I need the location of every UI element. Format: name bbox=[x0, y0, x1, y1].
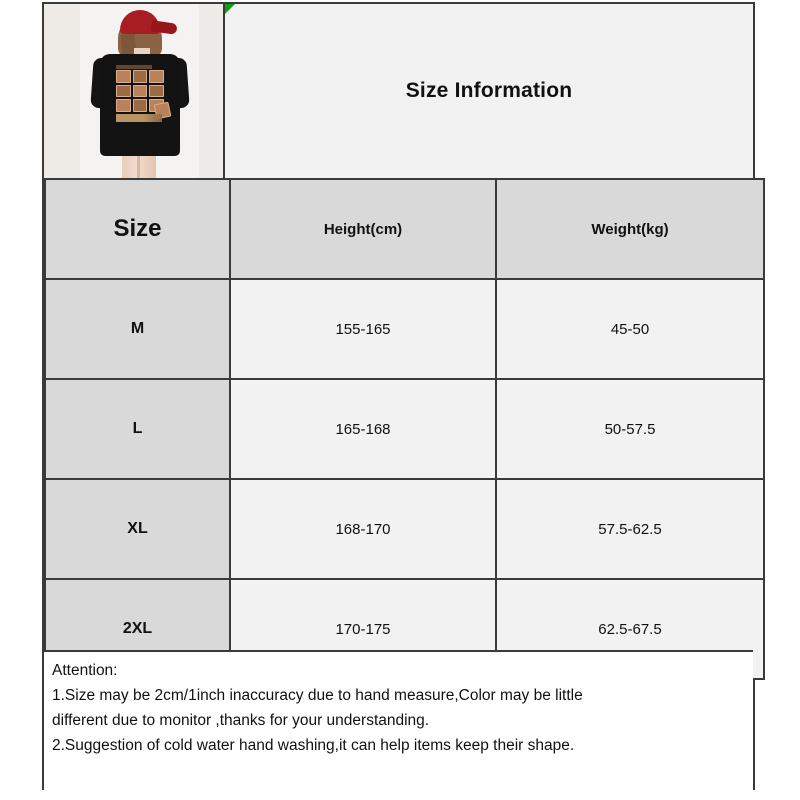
comment-marker-icon bbox=[225, 4, 235, 14]
attention-heading: Attention: bbox=[52, 662, 118, 679]
table-row: XL 168-170 57.5-62.5 bbox=[44, 478, 765, 580]
bear-print-tile bbox=[149, 70, 164, 83]
column-header-weight: Weight(kg) bbox=[495, 178, 765, 280]
cell-height: 165-168 bbox=[229, 378, 497, 480]
product-photo-cell bbox=[44, 4, 225, 178]
cell-size: XL bbox=[44, 478, 231, 580]
print-caption-band bbox=[116, 114, 162, 122]
column-header-height: Height(cm) bbox=[229, 178, 497, 280]
model-leg-gap bbox=[137, 142, 140, 178]
bear-print-tile bbox=[149, 84, 164, 98]
cell-height: 168-170 bbox=[229, 478, 497, 580]
size-table: Size Height(cm) Weight(kg) M 155-165 45-… bbox=[44, 178, 765, 680]
cell-weight: 45-50 bbox=[495, 278, 765, 380]
cell-height: 155-165 bbox=[229, 278, 497, 380]
table-row: L 165-168 50-57.5 bbox=[44, 378, 765, 480]
bear-print-tile bbox=[132, 70, 148, 83]
attention-line-1: 1.Size may be 2cm/1inch inaccuracy due t… bbox=[52, 687, 583, 704]
bear-print-tile bbox=[116, 84, 131, 98]
attention-line-3: 2.Suggestion of cold water hand washing,… bbox=[52, 737, 575, 754]
cell-size: M bbox=[44, 278, 231, 380]
photo-backdrop-right bbox=[199, 4, 223, 178]
cell-weight: 57.5-62.5 bbox=[495, 478, 765, 580]
size-chart-frame: Size Information Size Height(cm) Weight(… bbox=[42, 2, 765, 790]
bear-print-tile bbox=[116, 70, 131, 83]
attention-line-2: different due to monitor ,thanks for you… bbox=[52, 712, 430, 729]
bear-print-tile bbox=[132, 84, 148, 98]
table-row: M 155-165 45-50 bbox=[44, 278, 765, 380]
attention-note: Attention: 1.Size may be 2cm/1inch inacc… bbox=[44, 650, 753, 790]
column-header-size: Size bbox=[44, 178, 231, 280]
cell-size: L bbox=[44, 378, 231, 480]
print-top-band bbox=[116, 65, 152, 69]
bear-print-tile bbox=[116, 99, 131, 112]
photo-backdrop-left bbox=[44, 4, 80, 178]
cell-weight: 50-57.5 bbox=[495, 378, 765, 480]
size-information-title-cell: Size Information bbox=[225, 4, 753, 178]
bear-print-tile bbox=[132, 99, 148, 112]
table-header-row: Size Height(cm) Weight(kg) bbox=[44, 178, 765, 280]
product-photo bbox=[44, 4, 223, 178]
chart-top-band: Size Information bbox=[44, 4, 753, 178]
page-title: Size Information bbox=[405, 79, 573, 102]
